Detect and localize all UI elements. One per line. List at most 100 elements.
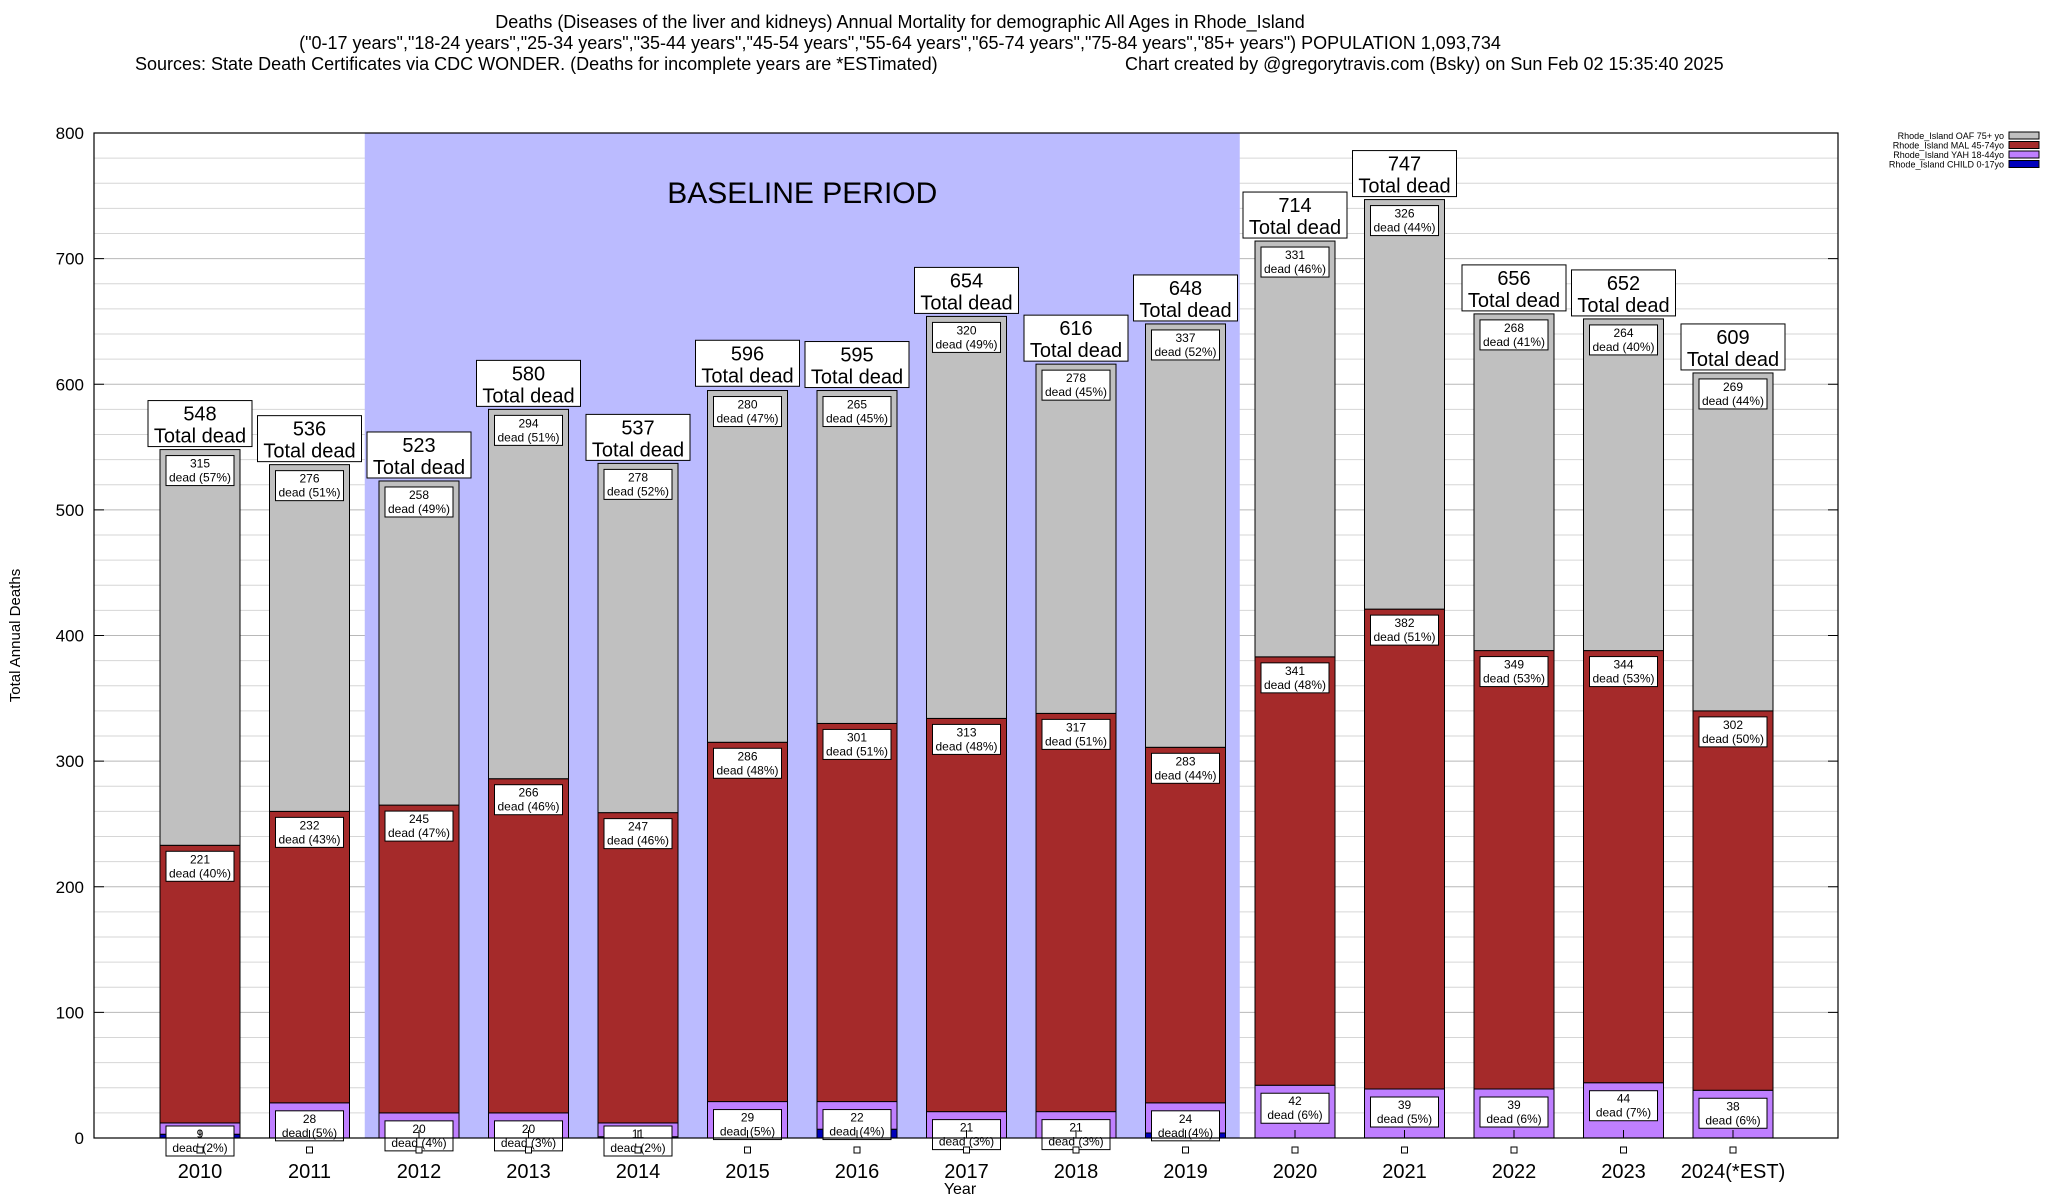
bar-marker bbox=[525, 1146, 532, 1154]
bar-segment bbox=[1254, 240, 1336, 658]
segment-value: 382 bbox=[1394, 616, 1414, 630]
segment-percent: dead (49%) bbox=[388, 502, 450, 516]
bar-marker bbox=[1510, 1146, 1518, 1154]
total-caption: Total dead bbox=[1358, 176, 1450, 198]
segment-value: 265 bbox=[847, 398, 867, 412]
segment-value: 24 bbox=[1179, 1112, 1193, 1126]
bar-segment bbox=[159, 449, 241, 846]
total-label-box bbox=[585, 413, 691, 461]
chart-subtitle: ("0-17 years","18-24 years","25-34 years… bbox=[299, 33, 1501, 53]
total-caption: Total dead bbox=[1030, 340, 1122, 362]
total-label-box bbox=[695, 339, 800, 387]
total-label-box bbox=[1133, 274, 1238, 322]
segment-label-box bbox=[1479, 1096, 1549, 1128]
segment-label-box bbox=[275, 816, 344, 848]
baseline-label: BASELINE PERIOD bbox=[667, 177, 937, 210]
total-value: 654 bbox=[950, 270, 983, 292]
total-value: 580 bbox=[512, 363, 545, 385]
total-value: 596 bbox=[731, 343, 764, 365]
segment-label-box bbox=[1041, 718, 1111, 750]
total-caption: Total dead bbox=[811, 367, 903, 389]
segment-value: 269 bbox=[1723, 380, 1743, 394]
bar-segment bbox=[378, 480, 460, 806]
total-value: 595 bbox=[840, 345, 873, 367]
segment-value: 294 bbox=[518, 416, 538, 430]
segment-label-box bbox=[603, 468, 673, 500]
segment-label-box bbox=[165, 455, 235, 487]
bar-segment bbox=[1692, 372, 1774, 712]
total-label-box bbox=[366, 431, 472, 479]
x-tick-label: 2016 bbox=[835, 1161, 880, 1183]
y-tick-label: 300 bbox=[56, 752, 84, 771]
x-tick-label: 2020 bbox=[1273, 1161, 1318, 1183]
segment-label-box bbox=[494, 784, 563, 816]
x-tick-label: 2013 bbox=[506, 1161, 551, 1183]
x-tick-label: 2024(*EST) bbox=[1681, 1161, 1786, 1183]
segment-label-box bbox=[1370, 205, 1439, 237]
bar-segment bbox=[488, 408, 569, 780]
segment-value: 301 bbox=[847, 730, 867, 744]
total-label-box bbox=[804, 341, 910, 389]
total-caption: Total dead bbox=[373, 457, 465, 479]
segment-value: 20 bbox=[522, 1122, 536, 1136]
segment-value: 20 bbox=[412, 1122, 426, 1136]
segment-label-box bbox=[1698, 716, 1768, 748]
segment-percent: dead (48%) bbox=[716, 763, 778, 777]
y-tick-label: 200 bbox=[56, 878, 84, 897]
segment-label-box bbox=[1260, 662, 1330, 694]
x-tick-label: 2018 bbox=[1054, 1161, 1099, 1183]
segment-percent: dead (6%) bbox=[1267, 1108, 1322, 1122]
segment-percent: dead (50%) bbox=[1702, 732, 1764, 746]
total-caption: Total dead bbox=[1468, 290, 1560, 312]
y-tick-label: 700 bbox=[56, 250, 84, 269]
total-value: 616 bbox=[1059, 318, 1092, 340]
x-tick-label: 2010 bbox=[178, 1161, 223, 1183]
segment-label-box bbox=[1479, 656, 1549, 688]
segment-value: 331 bbox=[1285, 248, 1305, 262]
segment-value: 278 bbox=[628, 470, 648, 484]
total-value: 652 bbox=[1607, 273, 1640, 295]
chart-title: Deaths (Diseases of the liver and kidney… bbox=[495, 12, 1305, 32]
total-label-box bbox=[1571, 269, 1676, 317]
segment-percent: dead (43%) bbox=[278, 832, 340, 846]
total-caption: Total dead bbox=[154, 426, 246, 448]
segment-percent: dead (52%) bbox=[607, 484, 669, 498]
total-value: 747 bbox=[1388, 154, 1421, 176]
bar-segment bbox=[1583, 650, 1664, 1084]
segment-percent: dead (57%) bbox=[169, 471, 231, 485]
total-caption: Total dead bbox=[1577, 295, 1669, 317]
segment-label-box bbox=[384, 810, 454, 842]
bar-marker bbox=[1182, 1146, 1189, 1154]
total-value: 548 bbox=[183, 404, 216, 426]
y-tick-label: 0 bbox=[75, 1129, 84, 1148]
y-tick-label: 100 bbox=[56, 1003, 84, 1022]
segment-value: 266 bbox=[518, 786, 538, 800]
bar-marker bbox=[415, 1146, 423, 1154]
segment-label-box bbox=[1698, 378, 1768, 410]
total-label-box bbox=[1680, 323, 1786, 371]
segment-percent: dead (4%) bbox=[391, 1136, 446, 1150]
total-value: 714 bbox=[1278, 195, 1311, 217]
segment-value: 268 bbox=[1504, 321, 1524, 335]
segment-value: 232 bbox=[299, 818, 319, 832]
legend-swatch bbox=[2008, 150, 2040, 159]
x-tick-label: 2022 bbox=[1492, 1161, 1537, 1183]
bar-marker bbox=[963, 1146, 970, 1154]
bar-segment bbox=[707, 390, 788, 743]
segment-value: 344 bbox=[1613, 658, 1633, 672]
segment-value: 302 bbox=[1723, 718, 1743, 732]
bar-segment bbox=[926, 315, 1007, 719]
legend-label: Rhode_Island YAH 18-44yo bbox=[1893, 150, 2004, 160]
bar-segment bbox=[1473, 313, 1555, 652]
bar-marker bbox=[196, 1146, 204, 1154]
segment-value: 280 bbox=[737, 398, 757, 412]
segment-label-box bbox=[1589, 1090, 1658, 1122]
bar-marker bbox=[1620, 1146, 1627, 1154]
bar-segment bbox=[1254, 656, 1336, 1086]
bar-segment bbox=[269, 810, 350, 1104]
segment-percent: dead (53%) bbox=[1592, 672, 1654, 686]
segment-value: 349 bbox=[1504, 658, 1524, 672]
total-label-box bbox=[1242, 191, 1348, 239]
bar-segment bbox=[926, 717, 1007, 1113]
